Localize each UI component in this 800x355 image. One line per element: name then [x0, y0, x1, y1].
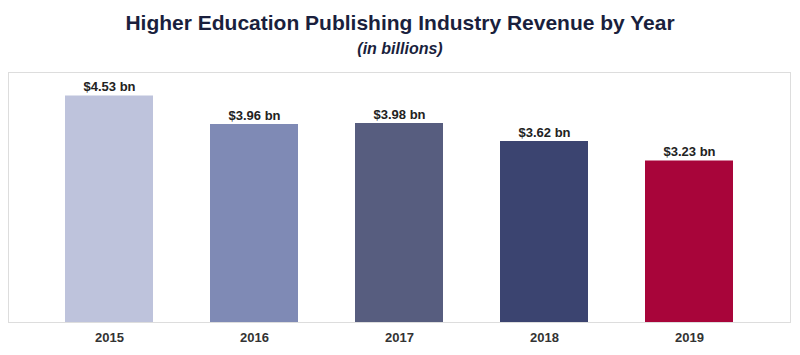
svg-text:2019: 2019: [675, 330, 704, 345]
svg-text:2015: 2015: [95, 330, 124, 345]
svg-text:$3.23 bn: $3.23 bn: [663, 144, 715, 159]
html-text:Higher Education Publishing In: Higher Education Publishing Industry Rev…: [125, 11, 675, 34]
svg-text:$3.98 bn: $3.98 bn: [373, 107, 425, 122]
svg-text:2018: 2018: [530, 330, 559, 345]
html-text:(in billions): (in billions): [357, 40, 443, 57]
svg-text:2017: 2017: [385, 330, 414, 345]
svg-text:$3.96 bn: $3.96 bn: [228, 108, 280, 123]
svg-text:$3.62 bn: $3.62 bn: [518, 125, 570, 140]
svg-text:$4.53 bn: $4.53 bn: [83, 79, 135, 94]
svg-text:2016: 2016: [240, 330, 269, 345]
